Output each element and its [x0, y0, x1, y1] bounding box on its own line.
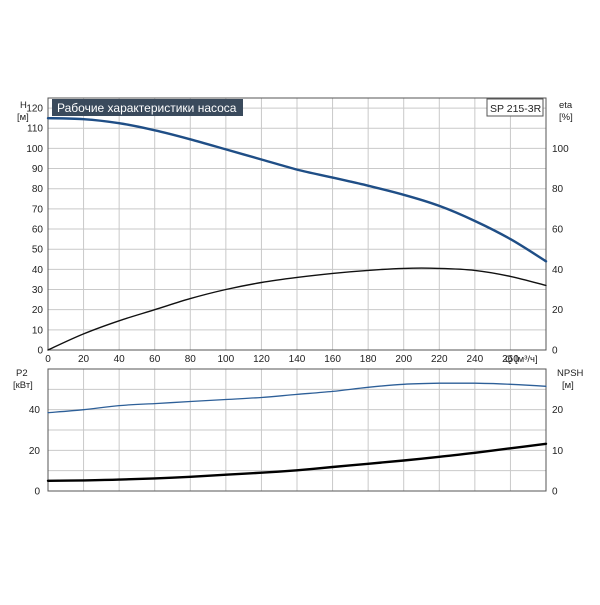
flow-tick-label: 80: [185, 354, 197, 365]
flow-tick-label: 160: [324, 354, 341, 365]
flow-axis-title: Q [м³/ч]: [505, 354, 538, 365]
lower-curves: [46, 382, 548, 482]
npsh-tick-label: 10: [552, 446, 564, 457]
eta-tick-label: 80: [552, 184, 564, 195]
model-label: SP 215-3R: [490, 103, 542, 115]
flow-tick-label: 200: [395, 354, 412, 365]
flow-tick-label: 60: [149, 354, 161, 365]
flow-tick-label: 120: [253, 354, 270, 365]
head-tick-label: 70: [32, 204, 44, 215]
eta-tick-label: 60: [552, 225, 564, 236]
head-curve: [46, 117, 548, 263]
head-tick-label: 120: [26, 104, 43, 115]
flow-tick-label: 40: [114, 354, 126, 365]
title-box: [52, 99, 243, 116]
flow-tick-label: 260: [502, 354, 519, 365]
upper-grid: [48, 98, 547, 350]
flow-tick-label: 220: [431, 354, 448, 365]
lower-grid: [48, 369, 547, 491]
head-tick-label: 0: [37, 346, 43, 357]
power-tick-label: 0: [34, 487, 40, 498]
power-axis-title: P2: [16, 368, 28, 379]
power-tick-label: 20: [29, 446, 41, 457]
flow-tick-label: 240: [467, 354, 484, 365]
power-tick-label: 40: [29, 405, 41, 416]
eta-tick-label: 0: [552, 346, 558, 357]
efficiency-curve: [47, 267, 547, 351]
lower-plot-frame: [47, 368, 547, 492]
flow-tick-label: 140: [289, 354, 306, 365]
head-tick-label: 80: [32, 184, 44, 195]
upper-plot-frame: [47, 97, 547, 351]
head-axis-title: H: [20, 100, 27, 111]
model-box: [486, 98, 544, 117]
power-curve: [47, 382, 547, 414]
flow-tick-label: 100: [218, 354, 235, 365]
head-tick-label: 20: [32, 305, 44, 316]
head-tick-label: 110: [27, 124, 43, 135]
flow-tick-label: 0: [45, 354, 51, 365]
head-tick-label: 30: [32, 285, 44, 296]
head-tick-label: 50: [32, 245, 44, 256]
eta-axis-unit: [%]: [559, 112, 573, 123]
npsh-tick-label: 0: [552, 487, 558, 498]
eta-tick-label: 20: [552, 305, 564, 316]
power-axis-unit: [кВт]: [13, 380, 33, 391]
upper-curves: [46, 117, 548, 351]
head-tick-label: 40: [32, 265, 44, 276]
eta-axis-title: eta: [559, 100, 573, 111]
head-tick-label: 90: [32, 164, 44, 175]
lower-ticks: 0 20 40 0 10 20: [29, 405, 564, 497]
head-axis-unit: [м]: [17, 112, 29, 123]
eta-tick-label: 100: [552, 144, 569, 155]
flow-tick-label: 20: [78, 354, 90, 365]
npsh-axis-title: NPSH: [557, 368, 584, 379]
flow-tick-label: 180: [360, 354, 377, 365]
upper-ticks: 0 20 40 60 80 100 120 140 160 180 200 220 240 2600102…: [26, 104, 569, 365]
npsh-axis-unit: [м]: [562, 380, 574, 391]
npsh-tick-label: 20: [552, 405, 564, 416]
head-tick-label: 100: [26, 144, 43, 155]
head-tick-label: 10: [32, 325, 44, 336]
eta-tick-label: 40: [552, 265, 564, 276]
head-tick-label: 60: [32, 225, 44, 236]
chart-title: Рабочие характеристики насоса: [57, 101, 237, 115]
npsh-curve: [46, 442, 548, 482]
